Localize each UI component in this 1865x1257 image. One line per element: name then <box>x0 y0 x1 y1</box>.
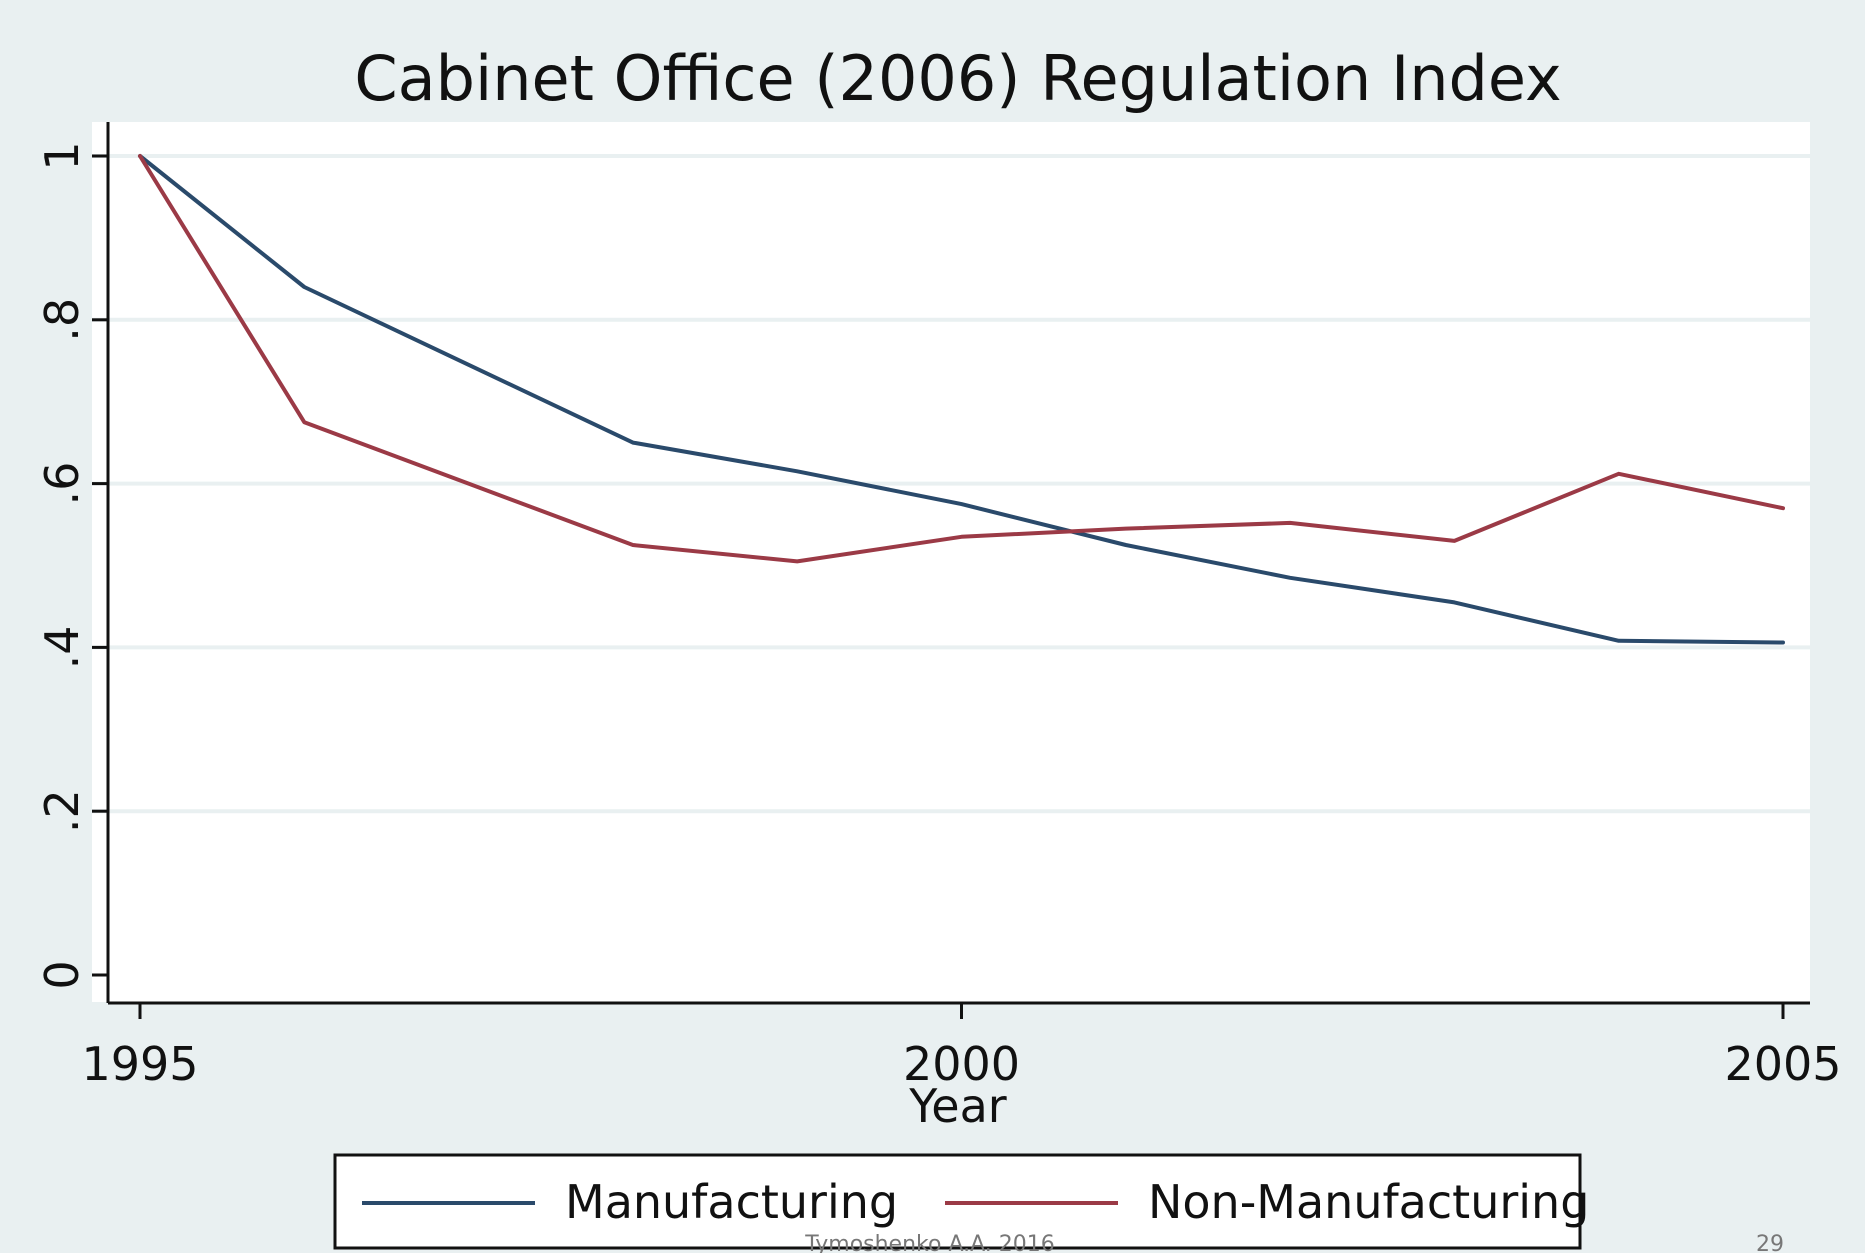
legend: Manufacturing Non-Manufacturing <box>333 1153 1589 1250</box>
legend-label: Non-Manufacturing <box>1148 1175 1589 1229</box>
axes <box>92 122 1810 1019</box>
chart-title: Cabinet Office (2006) Regulation Index <box>354 42 1561 115</box>
tick-labels: 0 .2 .4 .6 .8 1 1995 2000 2005 <box>35 141 1841 1091</box>
y-tick-label: .4 <box>35 625 89 669</box>
grid-lines <box>92 154 1810 814</box>
footer-attribution: Tymoshenko A.A. 2016 <box>804 1232 1055 1253</box>
y-tick-label: .6 <box>35 462 89 506</box>
series-lines <box>138 154 1785 645</box>
plot-area <box>92 122 1810 1002</box>
x-tick-label: 2000 <box>903 1037 1020 1091</box>
y-tick-label: .8 <box>35 298 89 342</box>
x-tick-label: 1995 <box>81 1037 198 1091</box>
y-tick-label: 1 <box>35 141 89 170</box>
x-tick-label: 2005 <box>1724 1037 1841 1091</box>
legend-label: Manufacturing <box>565 1175 898 1229</box>
series-line-non-manufacturing <box>138 154 1785 564</box>
y-tick-label: 0 <box>35 960 89 989</box>
y-tick-label: .2 <box>35 789 89 833</box>
slide-number: 29 <box>1756 1232 1784 1253</box>
x-axis-title: Year <box>908 1079 1006 1133</box>
series-line-manufacturing <box>138 154 1785 645</box>
